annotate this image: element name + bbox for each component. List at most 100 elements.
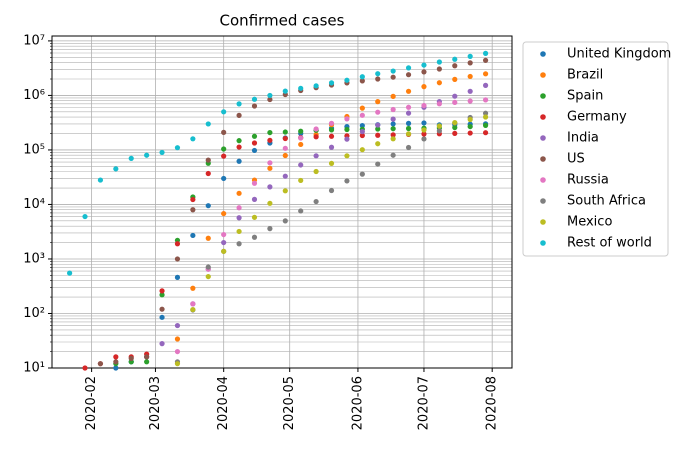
data-point bbox=[190, 232, 196, 239]
data-point bbox=[482, 71, 489, 77]
data-point bbox=[405, 104, 412, 110]
data-point bbox=[467, 98, 473, 104]
data-point bbox=[298, 177, 304, 184]
data-point bbox=[174, 348, 181, 355]
data-point bbox=[390, 116, 396, 122]
data-point bbox=[190, 285, 196, 291]
legend-label: US bbox=[567, 152, 585, 167]
data-point bbox=[405, 131, 412, 137]
data-point bbox=[190, 136, 196, 142]
legend-label: India bbox=[567, 131, 599, 146]
data-point bbox=[82, 213, 88, 220]
data-point bbox=[482, 110, 489, 116]
data-point bbox=[375, 132, 381, 138]
data-point bbox=[390, 132, 396, 138]
data-point bbox=[190, 301, 196, 307]
data-point bbox=[174, 361, 181, 367]
legend-label: Russia bbox=[567, 173, 609, 188]
data-point bbox=[421, 131, 427, 137]
x-tick-label: 2020-02 bbox=[84, 376, 99, 430]
data-point bbox=[344, 126, 350, 133]
data-point bbox=[221, 248, 227, 254]
data-point bbox=[113, 365, 119, 371]
data-point bbox=[313, 168, 319, 175]
data-point bbox=[221, 109, 227, 115]
data-point bbox=[452, 130, 458, 137]
y-tick-label: 10⁷ bbox=[23, 33, 45, 48]
data-point bbox=[282, 152, 288, 159]
data-point bbox=[174, 145, 181, 151]
data-point bbox=[267, 165, 273, 171]
legend-marker bbox=[540, 135, 546, 141]
legend-marker bbox=[540, 177, 546, 183]
data-point bbox=[298, 141, 304, 148]
data-point bbox=[344, 136, 350, 142]
x-tick-label: 2020-05 bbox=[282, 376, 297, 430]
legend-label: Germany bbox=[567, 110, 627, 125]
data-point bbox=[251, 103, 258, 109]
data-point bbox=[421, 102, 427, 109]
data-point bbox=[390, 74, 396, 80]
data-point bbox=[205, 273, 211, 280]
data-point bbox=[190, 196, 196, 203]
y-tick-label: 10² bbox=[23, 306, 45, 321]
legend-marker bbox=[540, 198, 546, 204]
y-tick-label: 10⁶ bbox=[23, 88, 45, 103]
data-point bbox=[436, 101, 442, 107]
data-point bbox=[467, 116, 473, 123]
data-point bbox=[221, 231, 227, 238]
data-point bbox=[174, 256, 181, 262]
data-point bbox=[205, 203, 211, 209]
data-point bbox=[205, 235, 211, 241]
data-point bbox=[205, 121, 211, 127]
data-point bbox=[236, 205, 242, 211]
data-point bbox=[159, 341, 165, 347]
x-tick-label: 2020-08 bbox=[485, 376, 500, 430]
data-point bbox=[251, 133, 258, 139]
data-point bbox=[67, 270, 73, 276]
data-point bbox=[375, 126, 381, 132]
data-point bbox=[236, 138, 242, 144]
data-point bbox=[221, 210, 227, 217]
data-point bbox=[421, 136, 427, 142]
y-tick-label: 10⁵ bbox=[23, 142, 45, 157]
data-point bbox=[436, 66, 442, 72]
data-point bbox=[467, 130, 473, 136]
legend-marker bbox=[540, 240, 546, 246]
data-point bbox=[390, 106, 396, 113]
data-point bbox=[236, 228, 242, 235]
data-point bbox=[174, 274, 181, 280]
data-point bbox=[436, 59, 442, 65]
data-point bbox=[467, 123, 473, 130]
data-point bbox=[405, 144, 412, 151]
data-point bbox=[359, 122, 365, 129]
data-point bbox=[298, 85, 304, 91]
data-point bbox=[482, 97, 489, 103]
data-point bbox=[375, 76, 381, 82]
data-point bbox=[113, 354, 119, 360]
data-point bbox=[405, 120, 412, 126]
data-point bbox=[359, 147, 365, 153]
data-point bbox=[251, 147, 258, 154]
data-point bbox=[390, 121, 396, 127]
data-point bbox=[328, 187, 335, 194]
data-point bbox=[390, 152, 396, 158]
data-point bbox=[221, 239, 227, 246]
data-point bbox=[190, 207, 196, 213]
data-point bbox=[359, 171, 365, 177]
data-point bbox=[482, 114, 489, 120]
plot-frame bbox=[51, 35, 513, 369]
data-point bbox=[251, 214, 258, 220]
data-point bbox=[313, 134, 319, 140]
data-point bbox=[421, 120, 427, 126]
x-tick-label: 2020-07 bbox=[416, 376, 431, 430]
data-point bbox=[344, 77, 350, 83]
chart-title: Confirmed cases bbox=[220, 12, 345, 30]
data-point bbox=[328, 144, 335, 150]
data-point bbox=[159, 306, 165, 312]
data-point bbox=[267, 92, 273, 99]
data-point bbox=[159, 292, 165, 298]
data-point bbox=[190, 306, 196, 313]
data-point bbox=[313, 83, 319, 89]
